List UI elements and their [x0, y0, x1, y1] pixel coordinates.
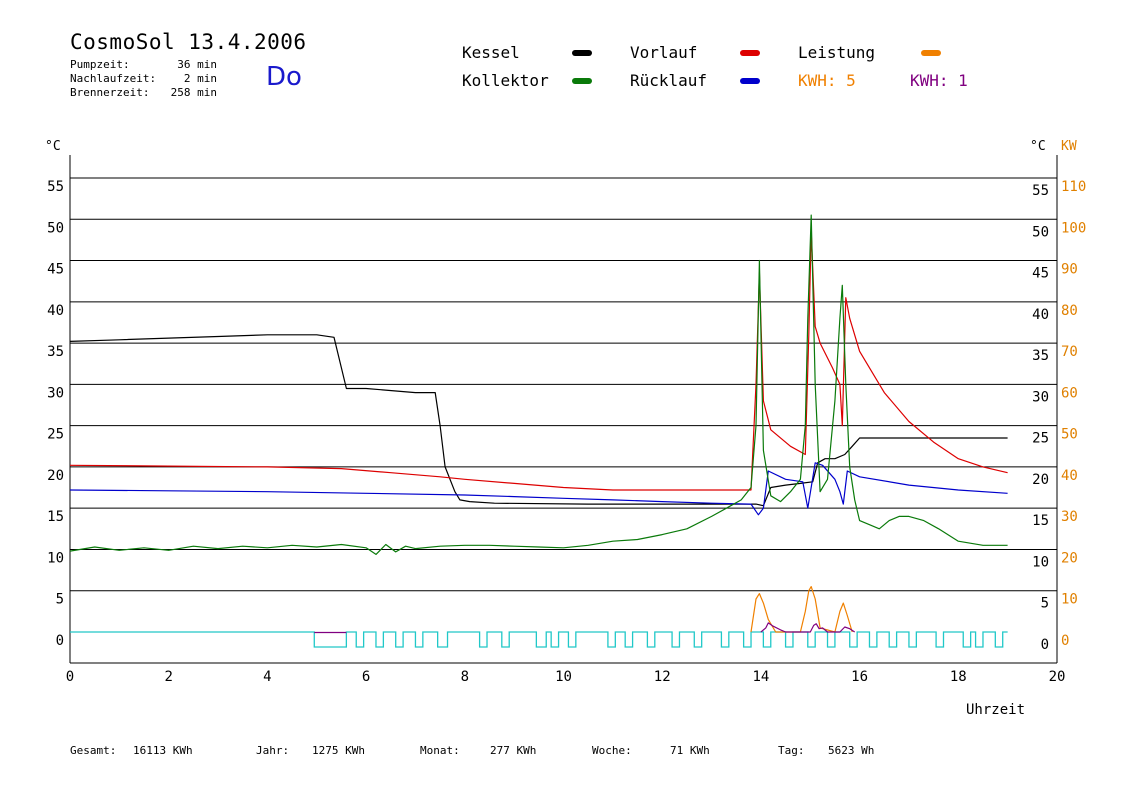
- y2-tick-50: 50: [1061, 427, 1078, 443]
- pump-state-path: [70, 631, 1008, 648]
- series-vorlauf: [69, 231, 1008, 491]
- x-tick-0: 0: [66, 669, 74, 685]
- stat-pumpzeit-value: 36 min: [177, 58, 217, 71]
- y2-tick-30: 30: [1061, 509, 1078, 525]
- x-axis-label: Uhrzeit: [966, 702, 1025, 718]
- y-tick-15: 15: [47, 509, 64, 525]
- legend-leistung-swatch: [921, 50, 941, 56]
- y-right-tick-35: 35: [1032, 348, 1049, 364]
- y2-tick-20: 20: [1061, 550, 1078, 566]
- series-kollektor: [69, 214, 1008, 556]
- stat-pumpzeit-label: Pumpzeit:: [70, 58, 130, 71]
- y2-tick-70: 70: [1061, 344, 1078, 360]
- legend-ruecklauf-label: Rücklauf: [630, 71, 708, 90]
- x-tick-6: 6: [362, 669, 370, 685]
- footer-jahr-value: 1275 KWh: [312, 744, 365, 757]
- legend-kollektor-swatch: [572, 78, 592, 84]
- y-right-tick-10: 10: [1032, 554, 1049, 570]
- weekday-label: Do: [266, 62, 302, 92]
- y-tick-55: 55: [47, 179, 64, 195]
- x-tick-10: 10: [555, 669, 572, 685]
- y-right-tick-40: 40: [1032, 307, 1049, 323]
- footer-woche-value: 71 KWh: [670, 744, 710, 757]
- y2-tick-10: 10: [1061, 592, 1078, 608]
- series-leistung: [750, 585, 853, 633]
- legend-kwh-secondary: KWH: 1: [910, 71, 968, 90]
- y-right-tick-50: 50: [1032, 224, 1049, 240]
- footer-woche-label: Woche:: [592, 744, 632, 757]
- x-tick-20: 20: [1049, 669, 1066, 685]
- legend-kwh-leistung: KWH: 5: [798, 71, 856, 90]
- x-tick-16: 16: [851, 669, 868, 685]
- x-tick-8: 8: [461, 669, 469, 685]
- y2-tick-60: 60: [1061, 385, 1078, 401]
- y-right-tick-30: 30: [1032, 389, 1049, 405]
- y-tick-0: 0: [56, 633, 64, 649]
- y2-tick-90: 90: [1061, 262, 1078, 278]
- footer-tag-label: Tag:: [778, 744, 805, 757]
- legend-kollektor-label: Kollektor: [462, 71, 549, 90]
- y-tick-30: 30: [47, 385, 64, 401]
- y-tick-45: 45: [47, 262, 64, 278]
- pump-state-line: [70, 631, 1008, 648]
- x-tick-18: 18: [950, 669, 967, 685]
- y-axis-label-right-temp: °C: [1030, 139, 1046, 154]
- legend-kessel-label: Kessel: [462, 43, 520, 62]
- legend-kessel-swatch: [572, 50, 592, 56]
- y-tick-35: 35: [47, 344, 64, 360]
- series-lines: [69, 214, 1008, 633]
- legend-vorlauf-swatch: [740, 50, 760, 56]
- stat-nachlaufzeit-label: Nachlaufzeit:: [70, 72, 157, 85]
- y-tick-25: 25: [47, 427, 64, 443]
- y-tick-labels: 0 5 10 15 20 25 30 35 40 45 50 55: [47, 179, 64, 649]
- y-axis-label-left: °C: [45, 139, 61, 154]
- y-right-tick-5: 5: [1041, 596, 1049, 612]
- y-right-tick-15: 15: [1032, 513, 1049, 529]
- legend-leistung-label: Leistung: [798, 43, 876, 62]
- y2-tick-labels: 0 5 10 15 20 25 30 35 40 45 50 55 0 10 20 30 40 50 60 70 80 9…: [1032, 179, 1086, 653]
- footer-tag-value: 5623 Wh: [828, 744, 875, 757]
- legend-ruecklauf-swatch: [740, 78, 760, 84]
- y-right-tick-0: 0: [1041, 637, 1049, 653]
- x-tick-4: 4: [263, 669, 271, 685]
- grid-lines: [70, 177, 1057, 592]
- footer-monat-value: 277 KWh: [490, 744, 537, 757]
- x-tick-2: 2: [164, 669, 172, 685]
- footer-gesamt-value: 16113 KWh: [133, 744, 193, 757]
- y2-tick-0: 0: [1061, 633, 1069, 649]
- legend-vorlauf-label: Vorlauf: [630, 43, 698, 62]
- footer-jahr-label: Jahr:: [256, 744, 290, 757]
- axes: [69, 155, 1058, 664]
- y-right-tick-55: 55: [1032, 183, 1049, 199]
- y-right-tick-45: 45: [1032, 266, 1049, 282]
- y2-tick-40: 40: [1061, 468, 1078, 484]
- series-kessel: [69, 334, 1008, 507]
- footer-monat-label: Monat:: [420, 744, 460, 757]
- x-tick-14: 14: [752, 669, 769, 685]
- y-tick-10: 10: [47, 550, 64, 566]
- y2-tick-100: 100: [1061, 220, 1086, 236]
- x-tick-labels: 0 2 4 6 8 10 12 14 16 18 20: [66, 669, 1066, 685]
- y-axis-label-right-power: KW: [1061, 139, 1077, 154]
- y-tick-5: 5: [56, 592, 64, 608]
- y2-tick-80: 80: [1061, 303, 1078, 319]
- series-kwh: [760, 622, 856, 633]
- series-r-cklauf: [69, 462, 1008, 516]
- stat-brennerzeit-label: Brennerzeit:: [70, 86, 150, 99]
- x-tick-12: 12: [654, 669, 671, 685]
- chart-title: CosmoSol 13.4.2006: [70, 30, 307, 54]
- y-tick-20: 20: [47, 468, 64, 484]
- y-tick-40: 40: [47, 303, 64, 319]
- footer-gesamt-label: Gesamt:: [70, 744, 117, 757]
- stat-nachlaufzeit-value: 2 min: [183, 72, 217, 85]
- y-right-tick-25: 25: [1032, 431, 1049, 447]
- y2-tick-110: 110: [1061, 179, 1086, 195]
- y-tick-50: 50: [47, 220, 64, 236]
- y-right-tick-20: 20: [1032, 472, 1049, 488]
- stat-brennerzeit-value: 258 min: [170, 86, 217, 99]
